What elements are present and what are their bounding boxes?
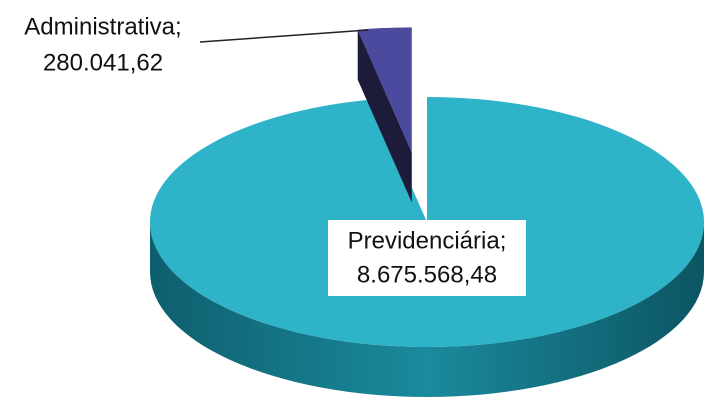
- leader-line: [199, 29, 369, 43]
- slice-value-label: 8.675.568,48: [357, 261, 497, 288]
- pie-side: [150, 222, 704, 397]
- slice-value-label: 280.041,62: [43, 49, 163, 76]
- slice-label: Previdenciária;: [348, 227, 507, 254]
- label-box: [328, 220, 526, 296]
- slice-label: Administrativa;: [24, 13, 181, 40]
- pie-side: [357, 29, 412, 203]
- pie-slice: [357, 27, 412, 153]
